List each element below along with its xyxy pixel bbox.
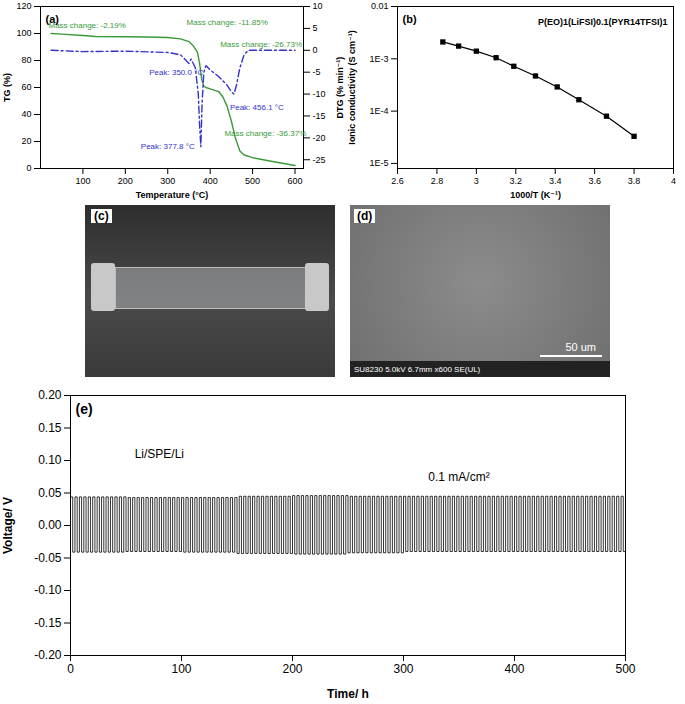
- svg-text:0.01: 0.01: [371, 1, 389, 11]
- svg-text:0: 0: [67, 662, 74, 676]
- svg-text:-0.15: -0.15: [34, 616, 62, 630]
- svg-text:60: 60: [21, 82, 31, 92]
- svg-text:Peak: 456.1 °C: Peak: 456.1 °C: [230, 103, 284, 112]
- svg-text:-0.10: -0.10: [34, 583, 62, 597]
- svg-text:0: 0: [26, 163, 31, 173]
- svg-text:Mass change: -11.85%: Mass change: -11.85%: [187, 18, 268, 27]
- svg-text:Peak: 350.0 °C: Peak: 350.0 °C: [149, 68, 203, 77]
- svg-text:Temperature (°C): Temperature (°C): [136, 190, 208, 200]
- svg-text:4: 4: [671, 176, 676, 186]
- svg-text:600: 600: [288, 176, 303, 186]
- svg-text:0.05: 0.05: [38, 486, 62, 500]
- svg-text:DTG (% min⁻¹): DTG (% min⁻¹): [335, 57, 345, 119]
- svg-text:1E-5: 1E-5: [369, 158, 388, 168]
- svg-text:Li/SPE/Li: Li/SPE/Li: [135, 447, 184, 461]
- svg-text:1000/T (K⁻¹): 1000/T (K⁻¹): [510, 190, 561, 200]
- svg-text:0: 0: [313, 45, 318, 55]
- svg-text:300: 300: [160, 176, 175, 186]
- svg-text:3.8: 3.8: [628, 176, 641, 186]
- svg-text:Mass change: -36.37%: Mass change: -36.37%: [224, 129, 306, 138]
- svg-text:10: 10: [313, 1, 323, 11]
- svg-text:(a): (a): [46, 13, 60, 25]
- svg-text:0.20: 0.20: [38, 388, 62, 402]
- html-text:SU8230 5.0kV 6.7mm x600 SE(UL): SU8230 5.0kV 6.7mm x600 SE(UL): [354, 365, 481, 374]
- svg-text:Mass change: -26.73%: Mass change: -26.73%: [220, 40, 302, 49]
- svg-text:TG (%): TG (%): [2, 73, 12, 102]
- svg-text:3.6: 3.6: [588, 176, 601, 186]
- svg-text:-0.05: -0.05: [34, 551, 62, 565]
- svg-text:Mass change: -2.19%: Mass change: -2.19%: [48, 21, 125, 30]
- svg-text:1E-4: 1E-4: [369, 106, 388, 116]
- svg-text:400: 400: [203, 176, 218, 186]
- svg-text:P(EO)1(LiFSI)0.1(PYR14TFSI)1: P(EO)1(LiFSI)0.1(PYR14TFSI)1: [538, 17, 668, 27]
- svg-text:20: 20: [21, 136, 31, 146]
- svg-text:0.15: 0.15: [38, 421, 62, 435]
- svg-text:80: 80: [21, 55, 31, 65]
- svg-text:100: 100: [171, 662, 191, 676]
- svg-text:-0.20: -0.20: [34, 648, 62, 662]
- svg-text:500: 500: [615, 662, 635, 676]
- svg-text:3.2: 3.2: [510, 176, 523, 186]
- svg-text:300: 300: [393, 662, 413, 676]
- svg-text:0.1 mA/cm²: 0.1 mA/cm²: [428, 470, 489, 484]
- svg-text:2.8: 2.8: [431, 176, 444, 186]
- svg-text:3.4: 3.4: [549, 176, 562, 186]
- svg-text:100: 100: [16, 28, 31, 38]
- svg-text:500: 500: [245, 176, 260, 186]
- svg-text:400: 400: [504, 662, 524, 676]
- svg-text:200: 200: [118, 176, 133, 186]
- html-text:(c): (c): [94, 209, 109, 223]
- svg-text:(b): (b): [403, 13, 417, 25]
- svg-text:-20: -20: [313, 133, 326, 143]
- svg-text:100: 100: [75, 176, 90, 186]
- svg-text:200: 200: [282, 662, 302, 676]
- svg-text:3: 3: [474, 176, 479, 186]
- svg-text:(e): (e): [76, 401, 93, 417]
- svg-text:Peak: 377.8 °C: Peak: 377.8 °C: [141, 142, 195, 151]
- svg-text:-10: -10: [313, 89, 326, 99]
- svg-text:2.6: 2.6: [391, 176, 404, 186]
- html-text:50 um: 50 um: [565, 341, 596, 353]
- svg-text:-5: -5: [313, 67, 321, 77]
- svg-text:0.10: 0.10: [38, 453, 62, 467]
- svg-text:Time/ h: Time/ h: [327, 687, 369, 701]
- html-text:(d): (d): [357, 209, 373, 223]
- svg-text:-25: -25: [313, 155, 326, 165]
- svg-text:Ionic conductivity (S cm⁻¹): Ionic conductivity (S cm⁻¹): [347, 30, 357, 144]
- svg-text:Voltage/ V: Voltage/ V: [1, 497, 15, 554]
- svg-text:120: 120: [16, 1, 31, 11]
- svg-text:5: 5: [313, 23, 318, 33]
- svg-text:40: 40: [21, 109, 31, 119]
- svg-text:-15: -15: [313, 111, 326, 121]
- svg-text:1E-3: 1E-3: [369, 54, 388, 64]
- svg-text:0.00: 0.00: [38, 518, 62, 532]
